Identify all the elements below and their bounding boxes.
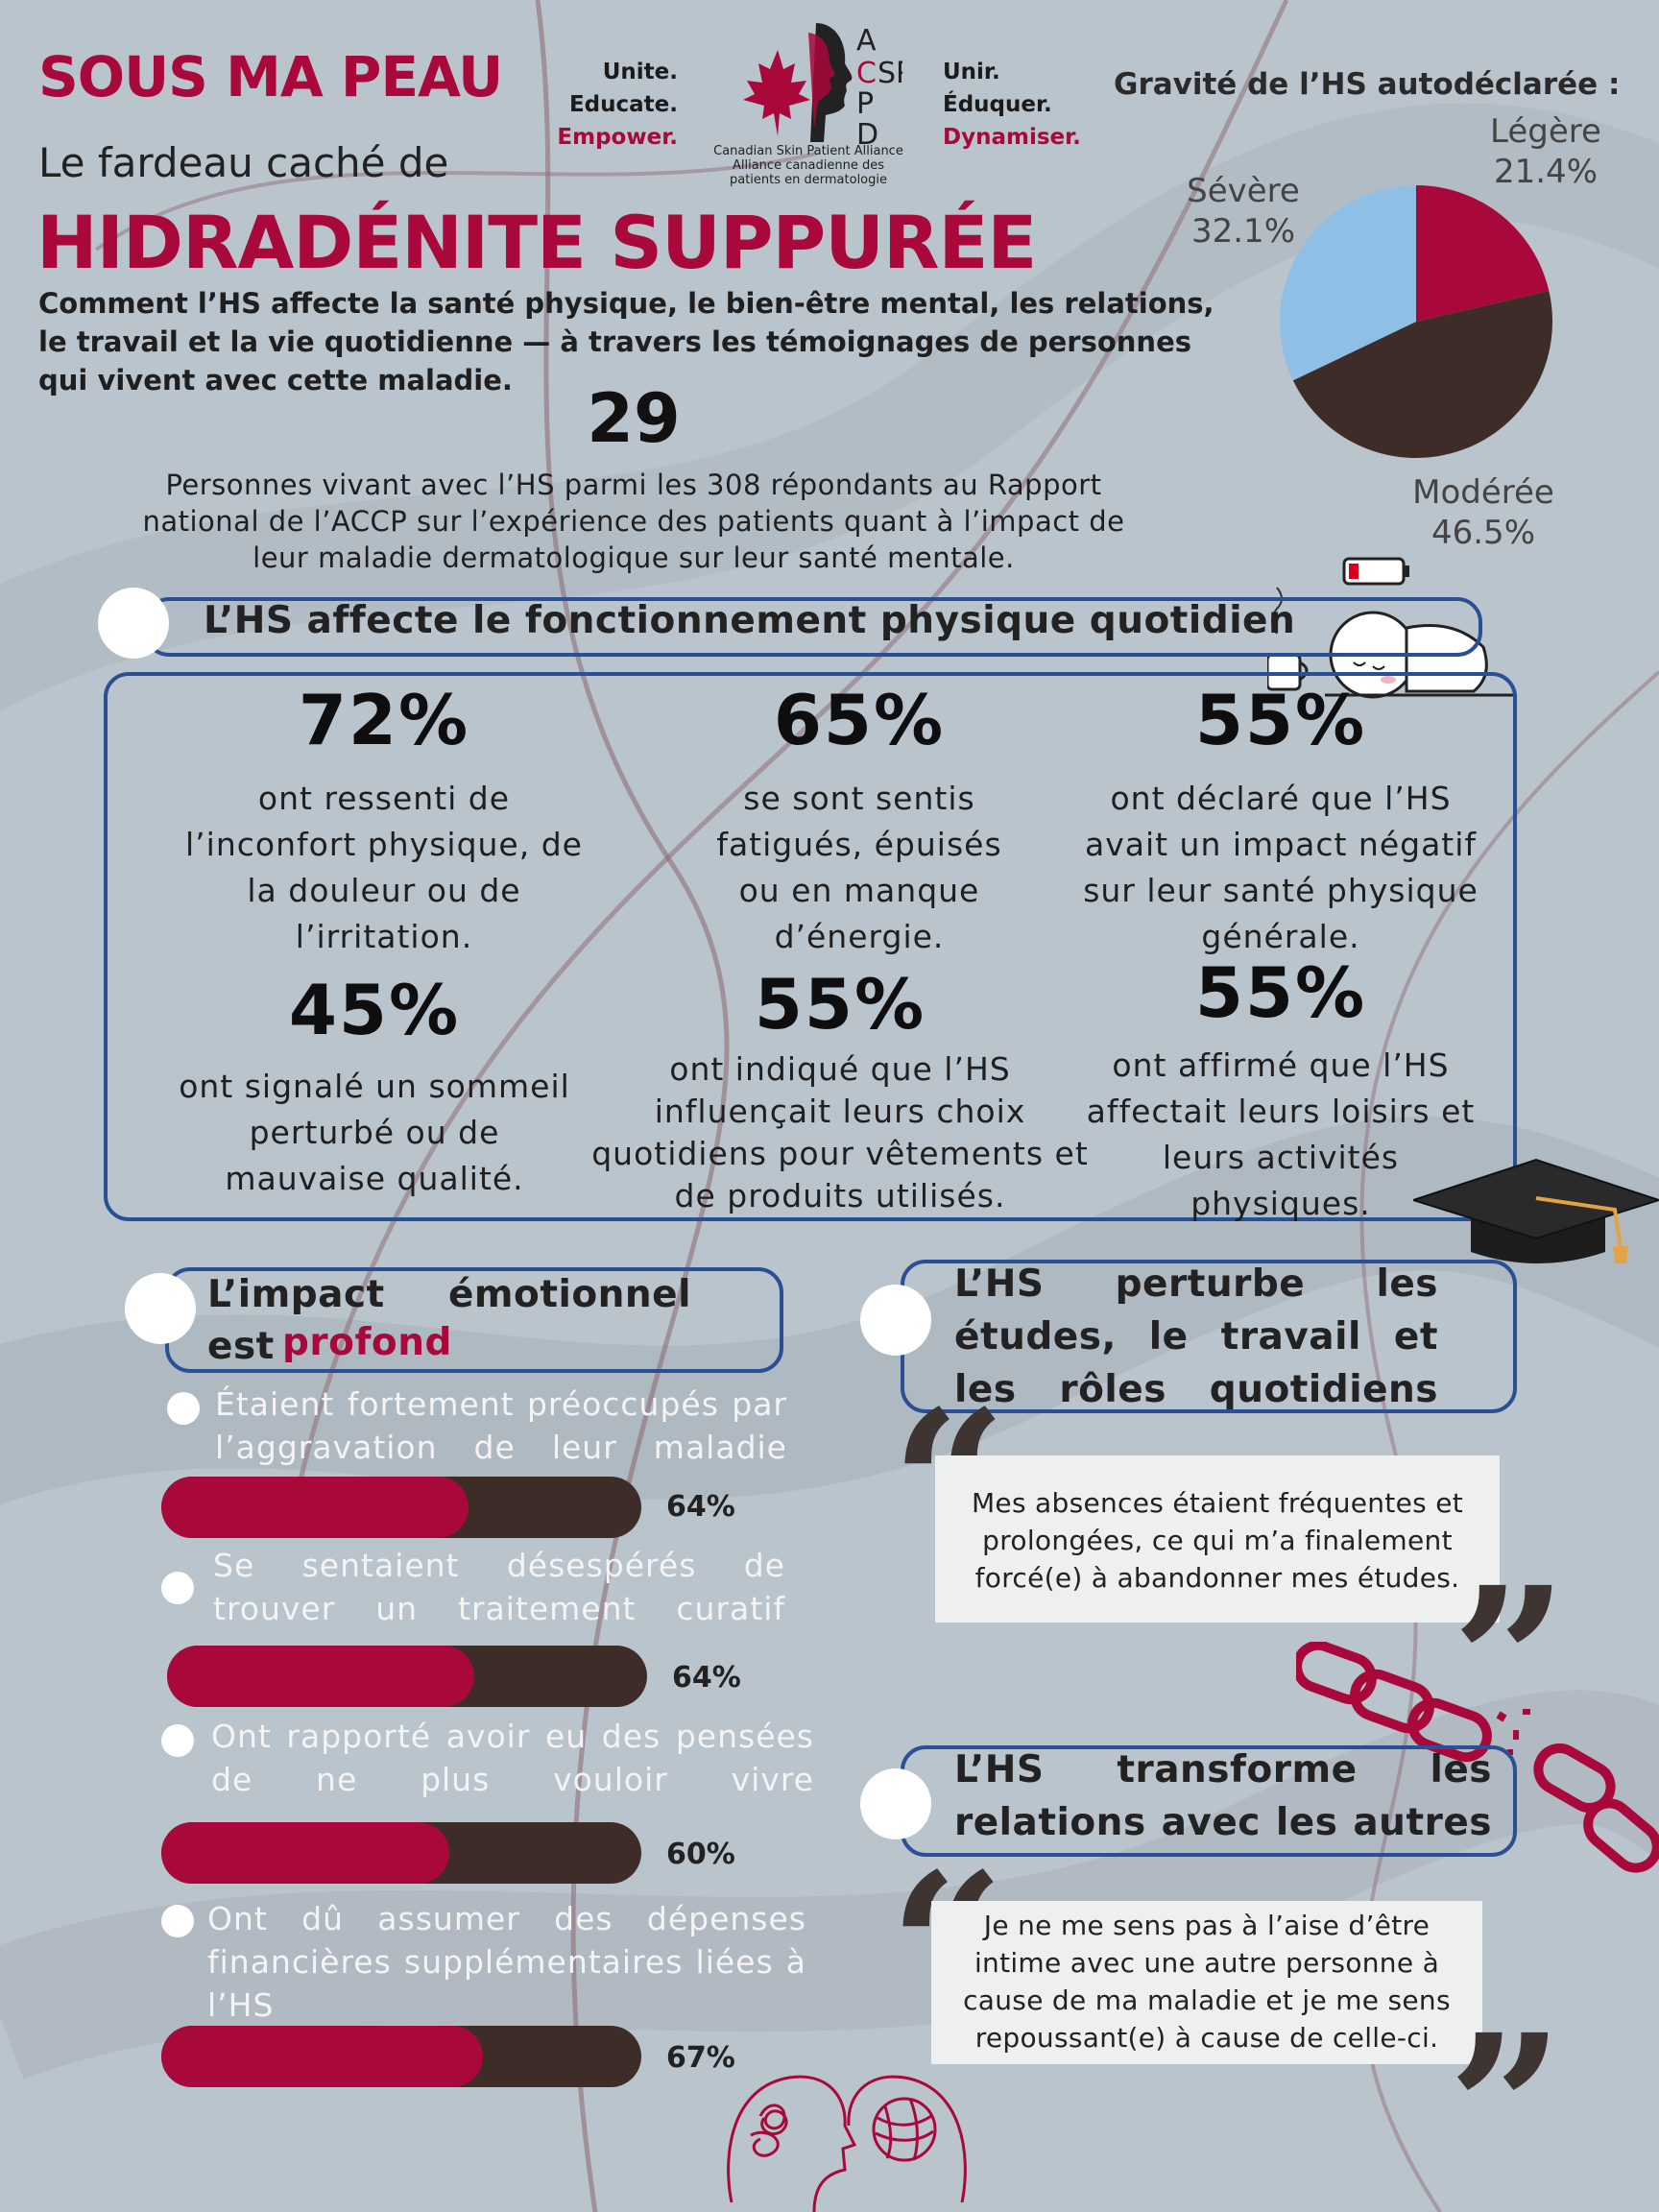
tagline-fr-2: Éduquer. — [943, 92, 1052, 117]
physical-title: L’HS affecte le fonctionnement physique … — [204, 599, 1296, 642]
relations-quote: Je ne me sens pas à l’aise d’être intime… — [931, 1901, 1482, 2064]
stat-5-pct: 55% — [754, 964, 926, 1045]
logo-letter-c: C — [856, 57, 877, 90]
pie-label-severe-value: 32.1% — [1190, 212, 1295, 251]
physical-stats-box — [104, 672, 1517, 1221]
tagline-fr-3: Dynamiser. — [943, 125, 1081, 150]
title-main: HIDRADÉNITE SUPPURÉE — [36, 200, 1037, 285]
cspa-logo: A C SPA P D — [743, 23, 902, 152]
pie-label-severe: Sévère 32.1% — [1171, 171, 1315, 252]
emotional-title-highlight: profond — [282, 1321, 452, 1364]
bar-4-fill — [161, 2026, 483, 2087]
relations-header-circle — [860, 1768, 931, 1839]
bar-4-track — [161, 2026, 641, 2087]
relations-close-quote-icon: ” — [1448, 1990, 1564, 2212]
pie-slice-moderee — [1292, 291, 1552, 458]
respondents-count: 29 — [587, 379, 681, 458]
chart-title: Gravité de l’HS autodéclarée : — [1114, 67, 1621, 102]
bar-4-pct: 67% — [666, 2041, 735, 2075]
tagline-en-3: Empower. — [557, 125, 678, 150]
pie-slice-severe — [1280, 185, 1416, 381]
bar-3-fill — [161, 1822, 449, 1884]
logo-caption: Canadian Skin Patient Alliance Alliance … — [707, 144, 910, 187]
bar-3-pct: 60% — [666, 1838, 735, 1871]
title-small: SOUS MA PEAU — [38, 44, 503, 109]
logo-letter-p: P — [856, 87, 874, 121]
stat-3-text: ont déclaré que l’HS avait un impact nég… — [1083, 780, 1479, 955]
bar-2-dot — [161, 1572, 194, 1604]
stat-1-text: ont ressenti de l’inconfort physique, de… — [185, 780, 583, 955]
emotional-header-circle — [125, 1273, 196, 1344]
stat-5-text: ont indiqué que l’HS influençait leurs c… — [591, 1050, 1089, 1214]
pie-label-moderee: Modérée 46.5% — [1392, 472, 1575, 553]
stat-4-pct: 45% — [288, 970, 461, 1050]
logo-caption-fr: Alliance canadienne des patients en derm… — [729, 158, 887, 187]
relations-title: L’HS transforme les relations avec les a… — [954, 1748, 1492, 1844]
physical-header-circle — [98, 588, 169, 659]
bar-1-label: Étaient fortement préoccupés par l’aggra… — [215, 1385, 787, 1466]
logo-letter-a: A — [856, 24, 877, 58]
tagline-english: Unite. Educate. Empower. — [538, 56, 678, 154]
tagline-en-1: Unite. — [602, 60, 678, 84]
tangled-thoughts-illustration — [727, 2075, 967, 2212]
stat-2-pct: 65% — [773, 680, 946, 760]
pie-label-moderee-value: 46.5% — [1431, 514, 1535, 552]
bar-3-label: Ont rapporté avoir eu des pensées de ne … — [211, 1718, 814, 1798]
stat-2-text: se sont sentis fatigués, épuisés ou en m… — [716, 780, 1002, 955]
pie-slice-legere — [1416, 185, 1550, 322]
tagline-fr-1: Unir. — [943, 60, 1000, 84]
studies-quote: Mes absences étaient fréquentes et prolo… — [935, 1455, 1500, 1623]
stat-4-text: ont signalé un sommeil perturbé ou de ma… — [179, 1068, 570, 1197]
stat-1-pct: 72% — [298, 680, 470, 760]
tagline-en-2: Educate. — [568, 92, 678, 117]
bar-2-fill — [167, 1646, 474, 1707]
graduation-cap-icon — [1413, 1158, 1659, 1263]
tagline-french: Unir. Éduquer. Dynamiser. — [943, 56, 1135, 154]
bar-4-label: Ont dû assumer des dépenses financières … — [207, 1900, 806, 2024]
intro-text: Comment l’HS affecte la santé physique, … — [38, 287, 1214, 397]
stat-6-pct: 55% — [1194, 952, 1367, 1033]
severity-pie-chart — [1280, 185, 1552, 458]
studies-header-circle — [860, 1285, 931, 1356]
pie-label-legere-value: 21.4% — [1493, 153, 1598, 191]
pie-label-legere: Légère 21.4% — [1469, 111, 1623, 192]
bar-2-track — [167, 1646, 647, 1707]
broken-chain-illustration — [1296, 1642, 1659, 1873]
respondents-description: Personnes vivant avec l’HS parmi les 308… — [142, 469, 1125, 574]
logo-letter-d: D — [856, 118, 878, 152]
bar-1-pct: 64% — [666, 1490, 735, 1524]
stat-6-text: ont affirmé que l’HS affectait leurs loi… — [1086, 1046, 1476, 1222]
logo-caption-en: Canadian Skin Patient Alliance — [713, 144, 903, 158]
pie-label-moderee-name: Modérée — [1412, 473, 1554, 512]
stat-3-pct: 55% — [1194, 680, 1367, 760]
bar-3-dot — [161, 1724, 194, 1757]
studies-title: L’HS perturbe les études, le travail et … — [954, 1262, 1438, 1411]
bar-3-track — [161, 1822, 641, 1884]
bar-1-fill — [161, 1477, 469, 1538]
bar-2-label: Se sentaient désespérés de trouver un tr… — [213, 1547, 785, 1627]
subtitle: Le fardeau caché de — [38, 139, 449, 186]
bar-4-dot — [161, 1905, 194, 1937]
bar-1-dot — [167, 1392, 200, 1425]
studies-close-quote-icon: ” — [1452, 1543, 1568, 1780]
bar-1-track — [161, 1477, 641, 1538]
bar-2-pct: 64% — [672, 1661, 741, 1695]
emotional-title-line1: L’impact émotionnel est — [207, 1273, 691, 1368]
pie-label-severe-name: Sévère — [1187, 172, 1300, 210]
pie-label-legere-name: Légère — [1490, 112, 1601, 151]
logo-letters-spa: SPA — [878, 57, 902, 90]
